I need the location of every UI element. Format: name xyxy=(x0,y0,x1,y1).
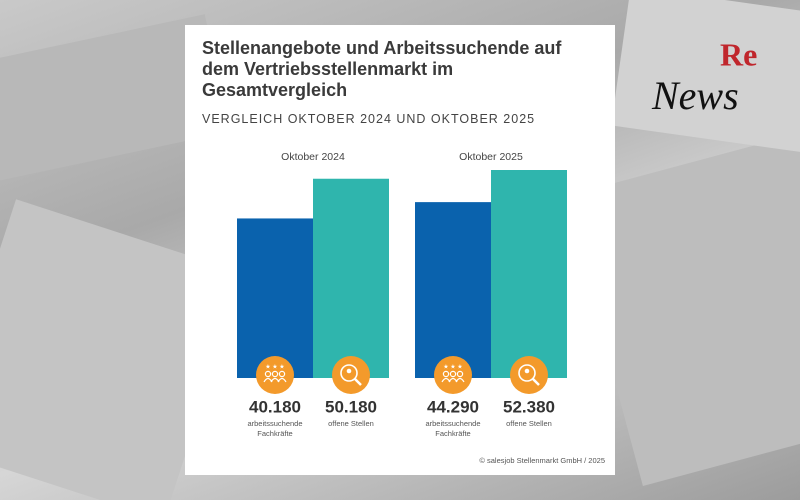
source: © salesjob Stellenmarkt GmbH / 2025 xyxy=(479,456,605,465)
icon-lens xyxy=(518,364,536,382)
value-label: 40.180 xyxy=(249,397,301,416)
icon-person xyxy=(455,377,465,383)
logo-top: Re xyxy=(720,36,757,72)
series-name: offene Stellen xyxy=(328,419,374,428)
icon-star: ★ xyxy=(450,364,455,371)
icon-lens xyxy=(340,364,358,382)
icon-person xyxy=(346,368,352,374)
icon-person xyxy=(456,370,464,378)
newspaper xyxy=(0,14,230,186)
category-label: Oktober 2024 xyxy=(281,151,345,163)
icon-star: ★ xyxy=(279,364,284,371)
series-name: arbeitssuchende Fachkräfte xyxy=(425,419,481,438)
icon-person xyxy=(264,370,272,378)
logo-bottom: News xyxy=(651,73,739,118)
category-label: Oktober 2025 xyxy=(459,151,523,163)
icon-person xyxy=(449,370,457,378)
series-name: arbeitssuchende Fachkräfte xyxy=(247,419,303,438)
newspaper xyxy=(0,199,245,500)
icon-person xyxy=(524,368,530,374)
icon-handle xyxy=(532,378,540,386)
icon-star: ★ xyxy=(457,364,462,371)
bar xyxy=(491,170,567,378)
icon-circle xyxy=(332,356,370,394)
icon-star: ★ xyxy=(265,364,270,371)
chart-subtitle: VERGLEICH OKTOBER 2024 UND OKTOBER 2025 xyxy=(202,112,536,126)
value-label: 52.380 xyxy=(503,397,555,416)
icon-person xyxy=(278,370,286,378)
icon-person xyxy=(442,370,450,378)
icon-circle xyxy=(434,356,472,394)
newspaper xyxy=(565,134,800,486)
value-label: 50.180 xyxy=(325,397,377,416)
bar xyxy=(237,218,313,378)
icon-person xyxy=(277,377,287,383)
series-name: offene Stellen xyxy=(506,419,552,428)
newspaper xyxy=(611,0,800,154)
icon-circle xyxy=(256,356,294,394)
icon-person xyxy=(271,370,279,378)
value-label: 44.290 xyxy=(427,397,479,416)
icon-circle xyxy=(510,356,548,394)
bar xyxy=(313,178,389,378)
chart-title: Stellenangebote und Arbeitssuchende auf … xyxy=(202,38,562,100)
icon-handle xyxy=(354,378,362,386)
icon-star: ★ xyxy=(272,364,277,371)
icon-star: ★ xyxy=(443,364,448,371)
bar xyxy=(415,202,491,378)
